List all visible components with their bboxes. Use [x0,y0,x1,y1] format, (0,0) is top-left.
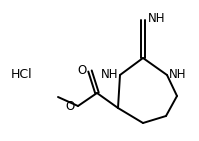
Text: NH: NH [100,68,118,81]
Text: O: O [78,63,87,77]
Text: NH: NH [148,13,166,26]
Text: NH: NH [169,68,186,81]
Text: O: O [66,101,75,114]
Text: HCl: HCl [11,69,33,81]
